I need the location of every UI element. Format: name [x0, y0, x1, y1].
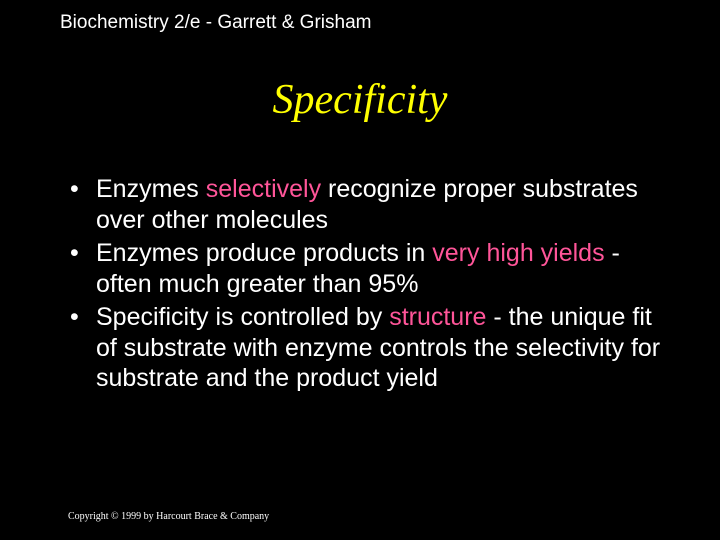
bullet-item: Enzymes selectively recognize proper sub… — [68, 174, 670, 235]
bullet-item: Specificity is controlled by structure -… — [68, 302, 670, 394]
bullet-item: Enzymes produce products in very high yi… — [68, 238, 670, 299]
highlight-text: structure — [389, 303, 486, 331]
bullet-list: Enzymes selectively recognize proper sub… — [0, 124, 720, 394]
slide-title: Specificity — [0, 34, 720, 124]
highlight-text: very high yields — [432, 239, 604, 267]
bullet-text: Specificity is controlled by — [96, 303, 389, 331]
highlight-text: selectively — [206, 175, 321, 203]
header-text: Biochemistry 2/e - Garrett & Grisham — [0, 0, 720, 34]
bullet-text: Enzymes produce products in — [96, 239, 432, 267]
copyright-footer: Copyright © 1999 by Harcourt Brace & Com… — [68, 511, 269, 522]
bullet-text: Enzymes — [96, 175, 206, 203]
